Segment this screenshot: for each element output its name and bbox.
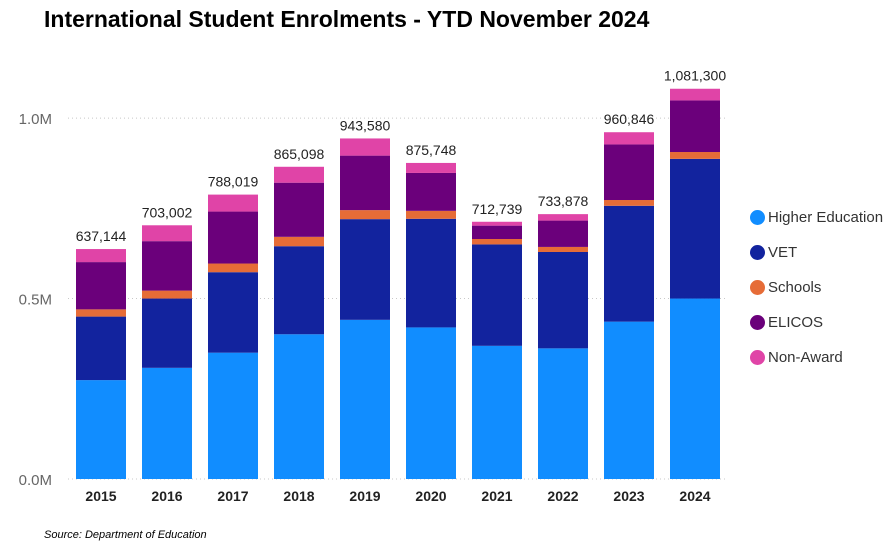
x-tick-label: 2019 <box>349 488 380 504</box>
bar-segment-higher-education <box>142 367 192 479</box>
x-tick-label: 2015 <box>85 488 116 504</box>
x-tick-label: 2023 <box>613 488 644 504</box>
bar-segment-vet <box>142 298 192 368</box>
bar-segment-non-award <box>472 221 522 226</box>
bar-segment-non-award <box>406 162 456 173</box>
legend-swatch-vet <box>750 245 765 260</box>
bar-segment-higher-education <box>208 352 258 479</box>
legend-item-schools[interactable]: Schools <box>750 270 883 305</box>
bar-segment-non-award <box>340 138 390 156</box>
bar-segment-non-award <box>142 225 192 242</box>
bar-segment-elicos <box>538 220 588 247</box>
bar-segment-elicos <box>142 241 192 291</box>
legend-swatch-schools <box>750 280 765 295</box>
x-tick-label: 2021 <box>481 488 512 504</box>
chart-plot: 0.0M 0.5M 1.0M 637,144 2015 703,002 2016 788,01… <box>19 68 728 504</box>
x-tick-label: 2024 <box>679 488 710 504</box>
bar-segment-elicos <box>76 262 126 310</box>
legend-item-vet[interactable]: VET <box>750 235 883 270</box>
bar-segment-vet <box>76 316 126 381</box>
chart-title: International Student Enrolments - YTD N… <box>44 6 650 32</box>
bar-segment-schools <box>142 290 192 299</box>
bar-segment-higher-education <box>274 334 324 479</box>
data-label-total: 875,748 <box>406 142 457 158</box>
data-label-total: 788,019 <box>208 174 259 190</box>
data-label-total: 943,580 <box>340 117 391 133</box>
data-label-total: 960,846 <box>604 111 655 127</box>
data-label-total: 733,878 <box>538 193 589 209</box>
bar-segment-schools <box>472 238 522 245</box>
bar-segment-elicos <box>604 144 654 201</box>
bar-segment-elicos <box>406 172 456 211</box>
x-tick-label: 2016 <box>151 488 182 504</box>
bar-segment-higher-education <box>604 321 654 479</box>
legend: Higher Education VET Schools ELICOS Non-… <box>750 200 883 375</box>
bar-segment-vet <box>340 219 390 320</box>
bar-segment-higher-education <box>670 298 720 479</box>
bar-segment-higher-education <box>340 319 390 479</box>
legend-swatch-non-award <box>750 350 765 365</box>
bar-segment-higher-education <box>538 348 588 479</box>
legend-swatch-higher-education <box>750 210 765 225</box>
bar-segment-schools <box>208 263 258 273</box>
bar-segment-schools <box>406 210 456 219</box>
bar-segment-vet <box>670 158 720 299</box>
bar-segment-non-award <box>208 194 258 212</box>
bar-segment-vet <box>274 246 324 335</box>
bar-segment-vet <box>472 244 522 346</box>
bar-segment-vet <box>604 205 654 322</box>
y-tick-label: 1.0M <box>19 111 52 128</box>
data-label-total: 1,081,300 <box>664 68 726 84</box>
bar-segment-non-award <box>604 132 654 145</box>
bar-segment-elicos <box>670 100 720 153</box>
bar-segment-non-award <box>670 88 720 101</box>
bar-segment-elicos <box>208 211 258 264</box>
bar-segment-non-award <box>76 249 126 263</box>
bar-segment-schools <box>538 246 588 252</box>
legend-item-higher-education[interactable]: Higher Education <box>750 200 883 235</box>
legend-label-higher-education: Higher Education <box>768 209 884 226</box>
data-label-total: 865,098 <box>274 146 325 162</box>
bar-segment-schools <box>274 236 324 247</box>
data-label-total: 703,002 <box>142 204 193 220</box>
x-tick-label: 2017 <box>217 488 248 504</box>
bar-segment-schools <box>670 152 720 159</box>
bar-segment-vet <box>208 272 258 353</box>
legend-item-elicos[interactable]: ELICOS <box>750 305 883 340</box>
x-tick-label: 2018 <box>283 488 314 504</box>
legend-label-elicos: ELICOS <box>768 314 824 331</box>
y-tick-label: 0.0M <box>19 472 52 489</box>
bar-segment-schools <box>604 200 654 206</box>
legend-label-vet: VET <box>768 244 798 261</box>
bar-segment-non-award <box>274 166 324 183</box>
source-note: Source: Department of Education <box>44 529 207 541</box>
bar-segment-elicos <box>340 155 390 211</box>
legend-item-non-award[interactable]: Non-Award <box>750 340 883 375</box>
bar-segment-higher-education <box>472 345 522 479</box>
bar-segment-elicos <box>472 225 522 239</box>
legend-label-schools: Schools <box>768 279 822 296</box>
bar-segment-non-award <box>538 214 588 221</box>
legend-swatch-elicos <box>750 315 765 330</box>
data-label-total: 637,144 <box>76 228 127 244</box>
bar-segment-vet <box>406 218 456 328</box>
bar-segment-schools <box>76 309 126 317</box>
legend-label-non-award: Non-Award <box>768 349 843 366</box>
bar-segment-higher-education <box>406 327 456 479</box>
bar-segment-schools <box>340 210 390 220</box>
bar-segment-vet <box>538 251 588 349</box>
x-tick-label: 2020 <box>415 488 446 504</box>
data-label-total: 712,739 <box>472 201 523 217</box>
bar-segment-higher-education <box>76 380 126 479</box>
x-tick-label: 2022 <box>547 488 578 504</box>
y-tick-label: 0.5M <box>19 292 52 309</box>
bar-segment-elicos <box>274 182 324 237</box>
